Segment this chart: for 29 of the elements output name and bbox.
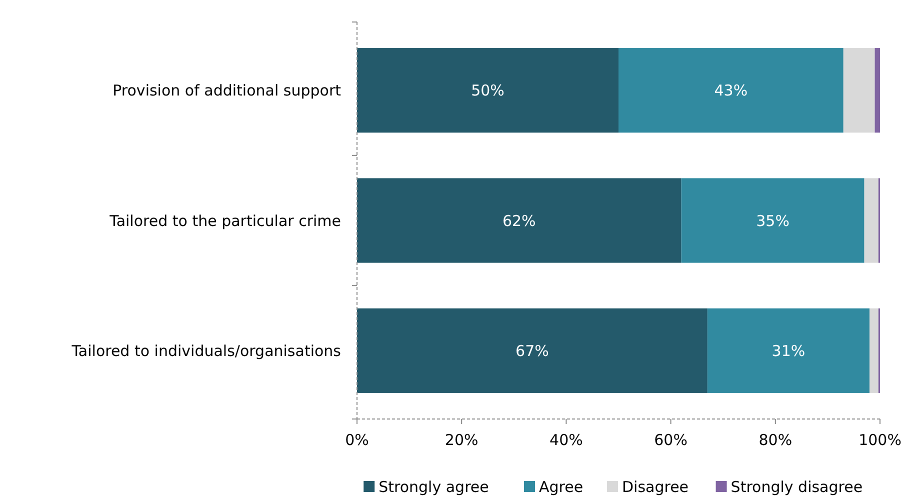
y-tick-label: Tailored to individuals/organisations xyxy=(70,342,342,360)
data-label: 67% xyxy=(516,342,549,360)
bar xyxy=(870,308,878,393)
bar xyxy=(618,48,844,133)
legend-label: Strongly agree xyxy=(378,478,489,496)
bar xyxy=(357,308,708,393)
x-tick-label: 20% xyxy=(444,431,478,449)
bar xyxy=(707,308,870,393)
legend-label: Agree xyxy=(539,478,584,496)
bar xyxy=(864,178,878,263)
bar xyxy=(357,178,682,263)
x-tick-label: 0% xyxy=(345,431,369,449)
data-label: 62% xyxy=(502,212,536,230)
x-tick-label: 80% xyxy=(758,431,792,449)
x-tick-label: 100% xyxy=(858,431,902,449)
bar xyxy=(357,48,618,133)
legend-label: Disagree xyxy=(622,478,689,496)
data-label: 43% xyxy=(714,82,748,100)
bar xyxy=(681,178,864,263)
bar xyxy=(874,48,880,133)
data-label: 50% xyxy=(471,82,504,100)
data-label: 31% xyxy=(772,342,806,360)
y-tick-label: Provision of additional support xyxy=(112,82,342,100)
bar xyxy=(843,48,875,133)
data-label: 35% xyxy=(756,212,790,230)
x-tick-label: 40% xyxy=(550,431,583,449)
x-tick-label: 60% xyxy=(654,431,688,449)
y-tick-label: Tailored to the particular crime xyxy=(108,212,341,230)
legend-label: Strongly disagree xyxy=(730,478,863,496)
